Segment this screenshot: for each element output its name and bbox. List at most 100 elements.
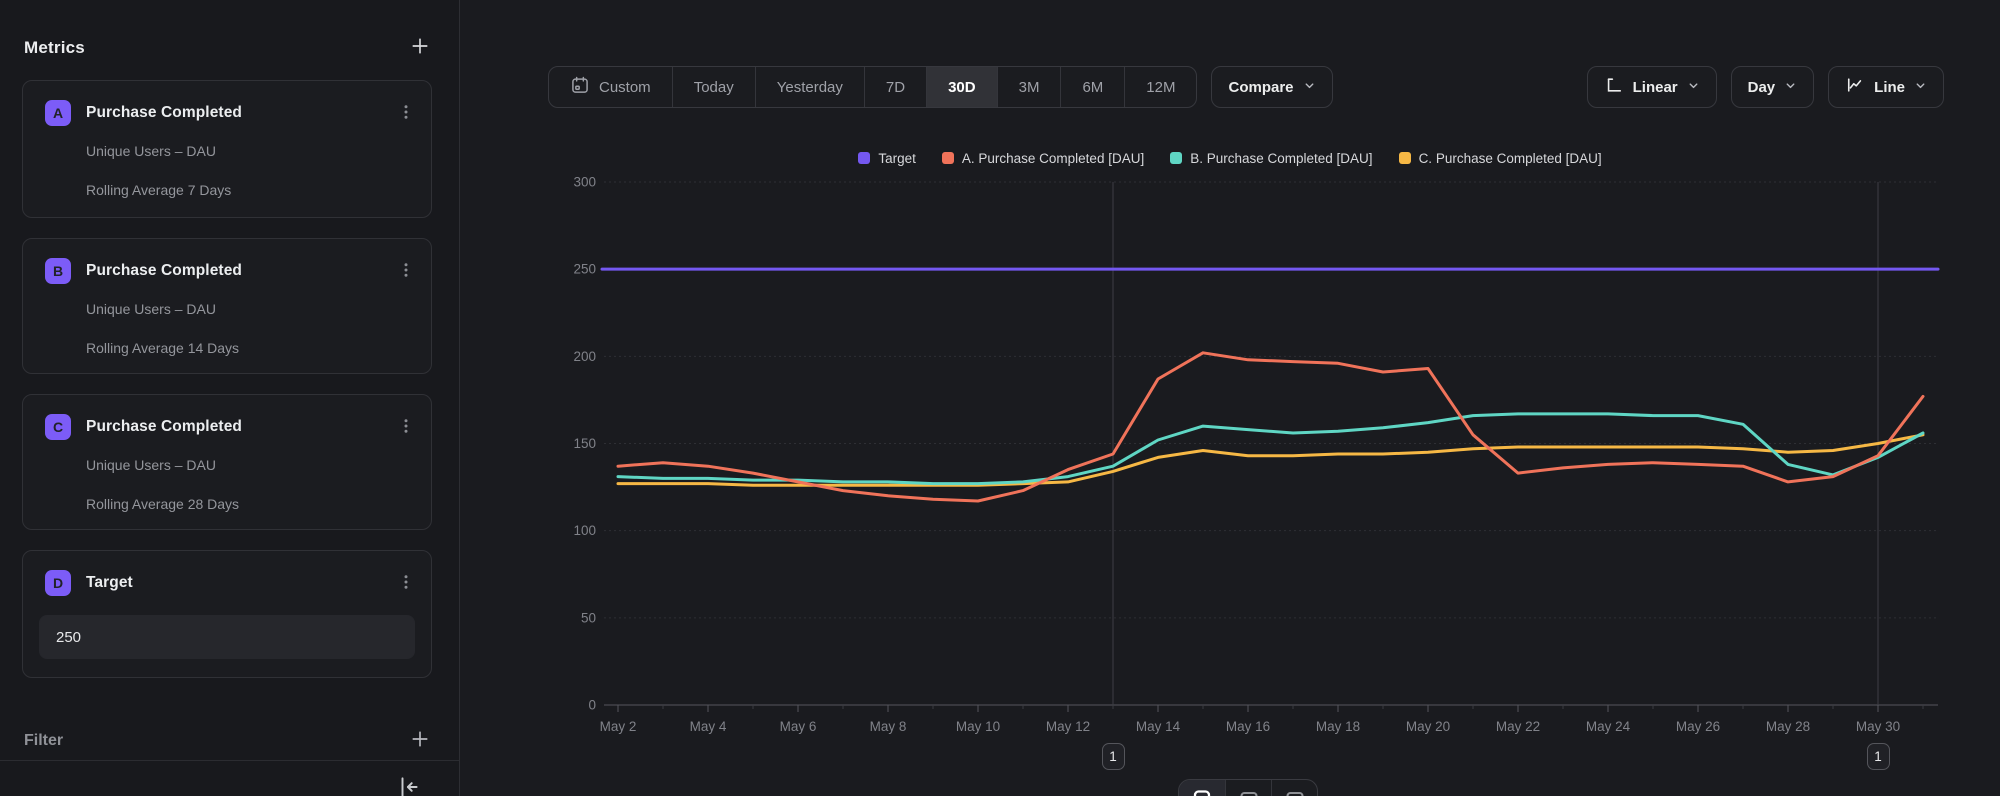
chart-view-icon [1190,787,1214,796]
range-7d[interactable]: 7D [864,67,926,107]
metric-badge-b: B [45,258,71,284]
plus-icon [409,728,431,753]
metric-rolling-average: Rolling Average 7 Days [86,182,231,198]
range-label: 6M [1082,79,1103,96]
filter-label: Filter [24,732,63,750]
table-view-icon [1283,787,1307,796]
series-line-3 [618,435,1923,486]
x-tick-label: May 4 [690,719,727,734]
x-tick-label: May 2 [600,719,637,734]
kebab-icon [397,573,415,594]
add-filter-button[interactable] [407,726,433,755]
metric-options-button[interactable] [395,571,417,596]
kebab-icon [397,261,415,282]
metric-badge-d: D [45,570,71,596]
x-tick-label: May 20 [1406,719,1450,734]
chart-type-label: Line [1874,79,1905,96]
metric-card-b[interactable]: B Purchase Completed Unique Users – DAU … [22,238,432,374]
y-tick-label: 200 [573,349,596,364]
metric-card-header: D Target [45,570,417,596]
metric-card-header: A Purchase Completed [45,100,417,126]
collapse-sidebar-button[interactable] [394,772,424,796]
x-tick-label: May 24 [1586,719,1631,734]
calendar-icon [570,75,590,99]
plus-icon [409,35,431,60]
range-custom[interactable]: Custom [549,67,672,107]
x-tick-label: May 16 [1226,719,1270,734]
metric-title: Purchase Completed [86,104,242,122]
metric-options-button[interactable] [395,415,417,440]
interval-dropdown[interactable]: Day [1731,66,1815,108]
chart-view-button[interactable] [1179,780,1225,796]
metric-card-a[interactable]: A Purchase Completed Unique Users – DAU … [22,80,432,218]
interval-label: Day [1748,79,1776,96]
y-tick-label: 0 [588,698,596,713]
line-chart-icon [1845,75,1865,99]
chart-toolbar: Custom Today Yesterday 7D 30D 3M 6M 12M … [548,66,1944,108]
range-label: Yesterday [777,79,843,96]
range-6m[interactable]: 6M [1060,67,1124,107]
compare-button[interactable]: Compare [1211,66,1332,108]
range-3m[interactable]: 3M [997,67,1061,107]
metric-card-c[interactable]: C Purchase Completed Unique Users – DAU … [22,394,432,530]
y-tick-label: 300 [573,175,596,190]
chart-display-controls: Linear Day Line [1587,66,1944,108]
metric-title: Purchase Completed [86,418,242,436]
metric-options-button[interactable] [395,101,417,126]
range-label: 30D [948,79,976,96]
x-tick-label: May 10 [956,719,1000,734]
kebab-icon [397,417,415,438]
target-value-input[interactable] [39,615,415,659]
x-tick-label: May 28 [1766,719,1810,734]
range-label: Today [694,79,734,96]
filter-section: Filter [24,726,433,755]
x-tick-label: May 26 [1676,719,1720,734]
target-card[interactable]: D Target [22,550,432,678]
annotation-badge[interactable]: 1 [1867,743,1890,770]
split-view-icon [1237,787,1261,796]
x-tick-label: May 6 [780,719,817,734]
series-line-1 [618,353,1923,501]
kebab-icon [397,103,415,124]
metric-rolling-average: Rolling Average 14 Days [86,340,239,356]
range-yesterday[interactable]: Yesterday [755,67,864,107]
range-today[interactable]: Today [672,67,755,107]
chevron-down-icon [1914,79,1927,96]
metric-card-header: C Purchase Completed [45,414,417,440]
table-view-button[interactable] [1271,780,1317,796]
split-view-button[interactable] [1225,780,1271,796]
x-tick-label: May 12 [1046,719,1090,734]
view-switcher [1178,779,1318,796]
y-tick-label: 50 [581,610,596,625]
sidebar-header: Metrics [24,33,433,62]
range-12m[interactable]: 12M [1124,67,1196,107]
date-range-control: Custom Today Yesterday 7D 30D 3M 6M 12M [548,66,1197,108]
chart-type-dropdown[interactable]: Line [1828,66,1944,108]
metric-measure: Unique Users – DAU [86,143,216,159]
metric-rolling-average: Rolling Average 28 Days [86,496,239,512]
metric-measure: Unique Users – DAU [86,457,216,473]
range-label: 3M [1019,79,1040,96]
x-tick-label: May 22 [1496,719,1540,734]
chevron-down-icon [1687,79,1700,96]
metric-options-button[interactable] [395,259,417,284]
metric-title: Purchase Completed [86,262,242,280]
metric-measure: Unique Users – DAU [86,301,216,317]
range-label: Custom [599,79,651,96]
scale-label: Linear [1633,79,1678,96]
line-chart: 050100150200250300May 2May 4May 6May 8Ma… [540,130,2000,796]
y-tick-label: 100 [573,523,596,538]
x-tick-label: May 14 [1136,719,1181,734]
linear-scale-icon [1604,75,1624,99]
x-tick-label: May 18 [1316,719,1360,734]
annotation-badge[interactable]: 1 [1102,743,1125,770]
chevron-down-icon [1303,79,1316,96]
x-tick-label: May 30 [1856,719,1900,734]
y-tick-label: 150 [573,436,596,451]
range-30d-selected[interactable]: 30D [926,67,997,107]
metrics-dashboard: Metrics A Purchase Completed Unique User… [0,0,2000,796]
add-metric-button[interactable] [407,33,433,62]
metric-badge-a: A [45,100,71,126]
scale-dropdown[interactable]: Linear [1587,66,1717,108]
chart-canvas: 050100150200250300May 2May 4May 6May 8Ma… [540,130,2000,796]
